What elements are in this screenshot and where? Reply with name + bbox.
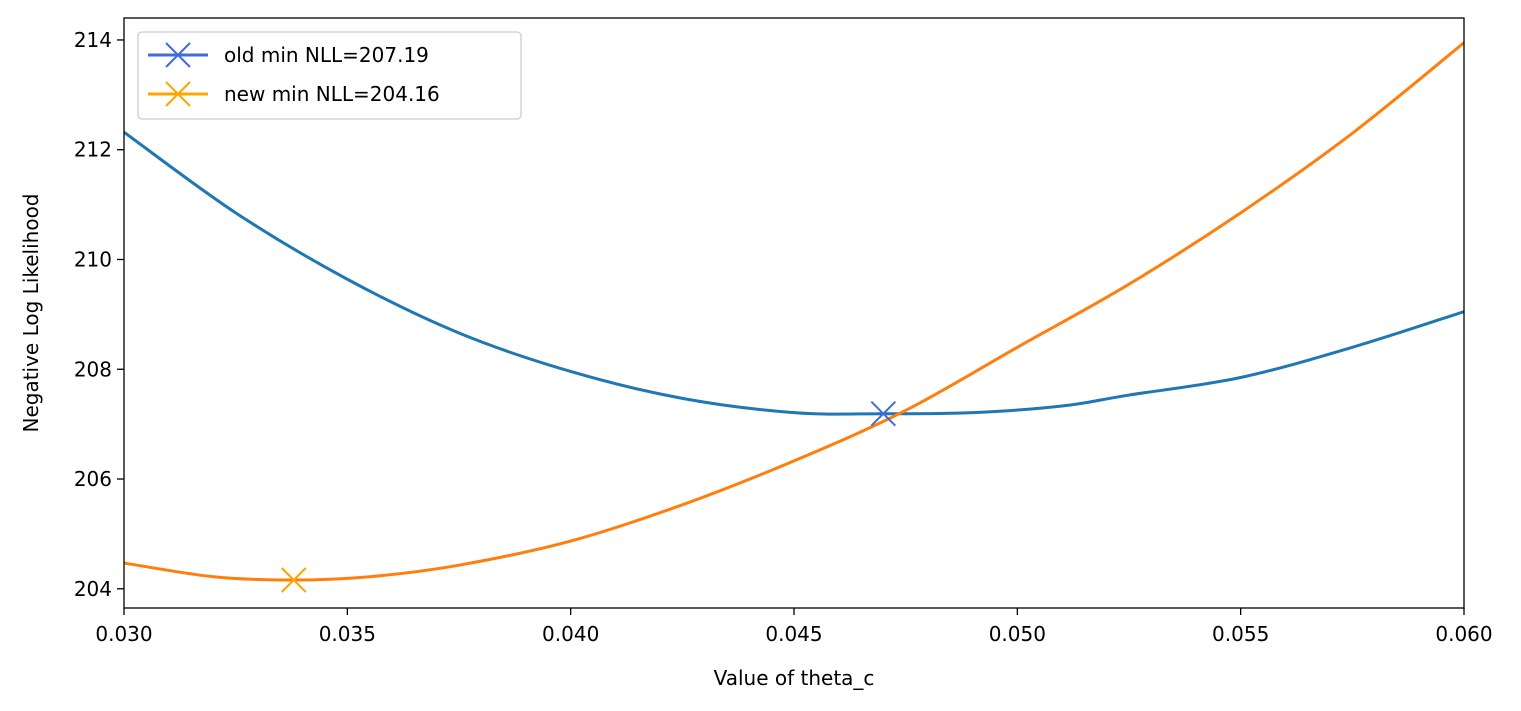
y-tick-label: 206 bbox=[74, 467, 112, 491]
legend-label-1: old min NLL=207.19 bbox=[224, 43, 429, 67]
legend: old min NLL=207.19 new min NLL=204.16 bbox=[137, 31, 522, 120]
y-tick-label: 208 bbox=[74, 357, 112, 381]
y-tick-label: 204 bbox=[74, 577, 112, 601]
x-tick-label: 0.035 bbox=[319, 622, 376, 646]
x-tick-label: 0.055 bbox=[1212, 622, 1269, 646]
x-tick-label: 0.050 bbox=[989, 622, 1046, 646]
legend-marker-2 bbox=[165, 81, 191, 107]
legend-label-2: new min NLL=204.16 bbox=[224, 82, 440, 106]
axes: 0.030 0.035 0.040 0.045 0.050 0.055 0.060 204 20… bbox=[74, 28, 1493, 646]
legend-box bbox=[137, 31, 522, 120]
y-tick-label: 210 bbox=[74, 247, 112, 271]
x-tick-label: 0.045 bbox=[765, 622, 822, 646]
min-marker-2 bbox=[281, 567, 307, 593]
y-axis-label: Negative Log Likelihood bbox=[19, 193, 43, 432]
x-tick-label: 0.040 bbox=[542, 622, 599, 646]
x-axis-label: Value of theta_c bbox=[714, 666, 875, 690]
x-tick-label: 0.030 bbox=[95, 622, 152, 646]
plot-area bbox=[124, 41, 1464, 593]
min-marker-1 bbox=[870, 401, 897, 427]
legend-marker-1 bbox=[165, 42, 191, 68]
y-tick-label: 212 bbox=[74, 138, 112, 162]
series-line-2 bbox=[124, 41, 1464, 582]
x-tick-label: 0.060 bbox=[1435, 622, 1492, 646]
series-line-1 bbox=[124, 130, 1464, 416]
y-tick-label: 214 bbox=[74, 28, 112, 52]
